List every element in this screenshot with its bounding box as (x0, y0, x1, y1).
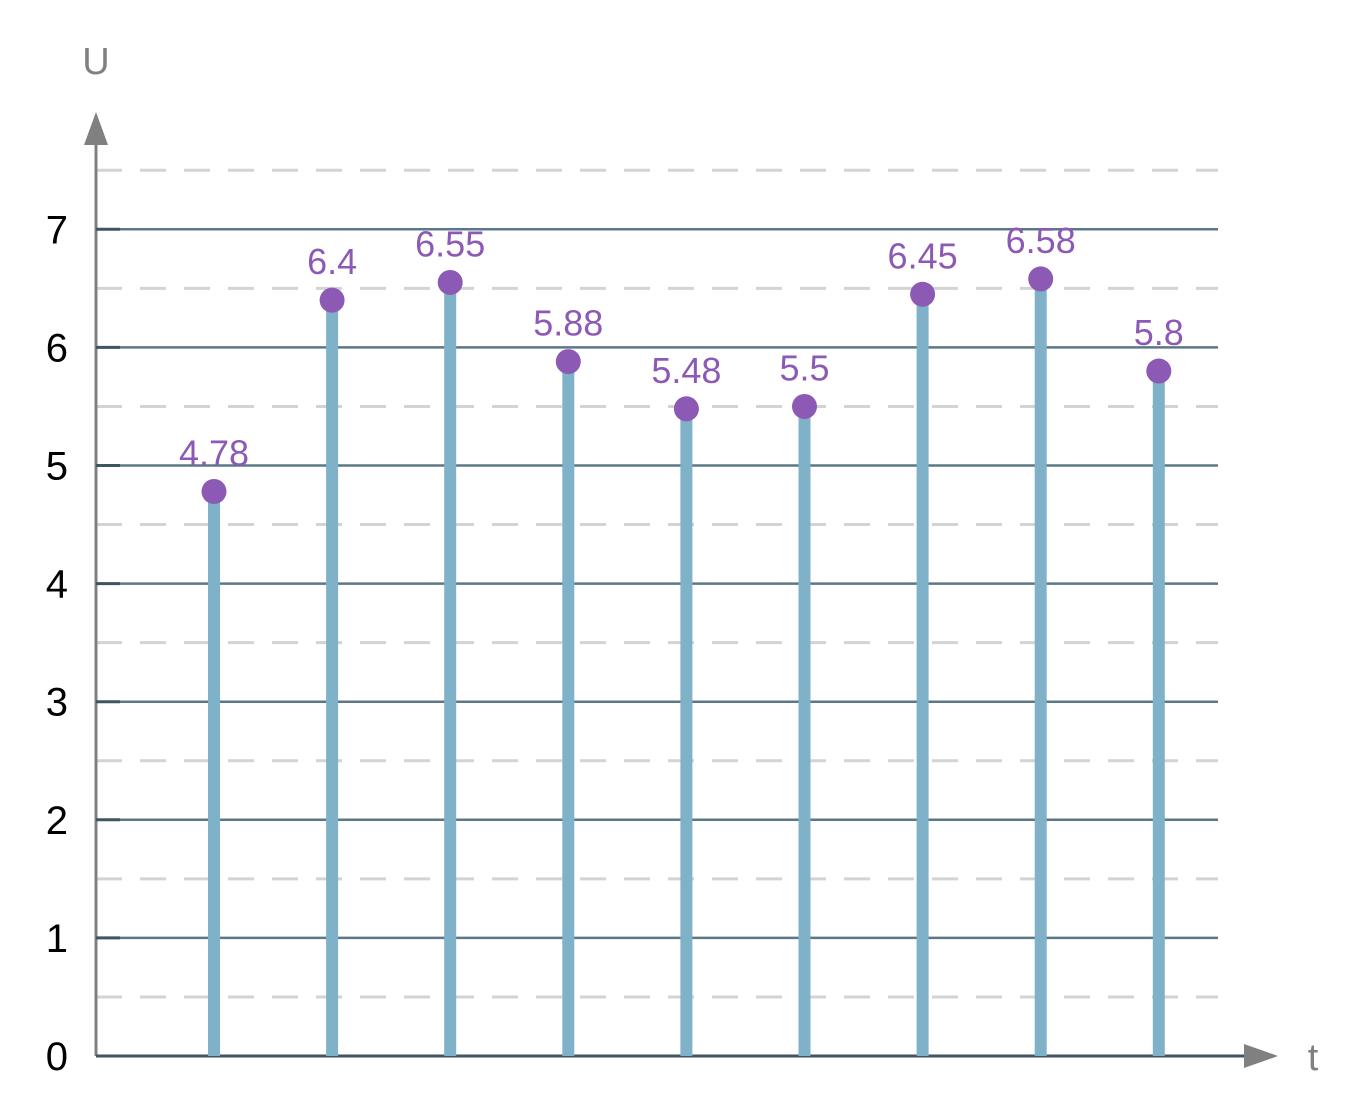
stems (208, 278, 1165, 1056)
data-label: 6.45 (888, 235, 958, 276)
data-label: 5.8 (1134, 312, 1184, 353)
stem-marker (673, 396, 699, 422)
stem-marker (437, 269, 463, 295)
y-tick-label: 3 (46, 681, 68, 725)
y-axis-arrow-icon (84, 112, 108, 145)
data-label: 5.88 (533, 303, 603, 344)
stem-marker (910, 281, 936, 307)
data-labels: 4.78 6.4 6.55 5.88 5.48 5.5 6.45 6.58 5.8 (179, 220, 1184, 474)
stem-marker (201, 478, 227, 504)
y-ticks: 0 1 2 3 4 5 6 7 (46, 208, 120, 1079)
y-axis-title: U (82, 41, 109, 83)
y-tick-label: 1 (46, 917, 68, 961)
major-grid (96, 228, 1218, 940)
y-tick-label: 2 (46, 799, 68, 843)
axes: U t (82, 41, 1318, 1079)
stem-marker (1028, 266, 1054, 292)
minor-grid (96, 168, 1218, 999)
stem-marker (319, 287, 345, 313)
data-label: 6.55 (415, 223, 485, 264)
data-label: 5.48 (651, 350, 721, 391)
markers (201, 266, 1172, 504)
y-tick-label: 4 (46, 563, 68, 607)
data-label: 6.58 (1006, 220, 1076, 261)
x-axis-title: t (1308, 1037, 1319, 1079)
stem-marker (1146, 358, 1172, 384)
y-tick-label: 5 (46, 445, 68, 489)
data-label: 5.5 (779, 347, 829, 388)
y-tick-label: 7 (46, 208, 68, 252)
data-label: 4.78 (179, 432, 249, 473)
x-axis-arrow-icon (1244, 1044, 1278, 1068)
data-label: 6.4 (307, 241, 357, 282)
stem-marker (555, 349, 581, 375)
y-tick-label: 6 (46, 326, 68, 370)
y-tick-label: 0 (46, 1035, 68, 1079)
stem-marker (792, 393, 817, 419)
